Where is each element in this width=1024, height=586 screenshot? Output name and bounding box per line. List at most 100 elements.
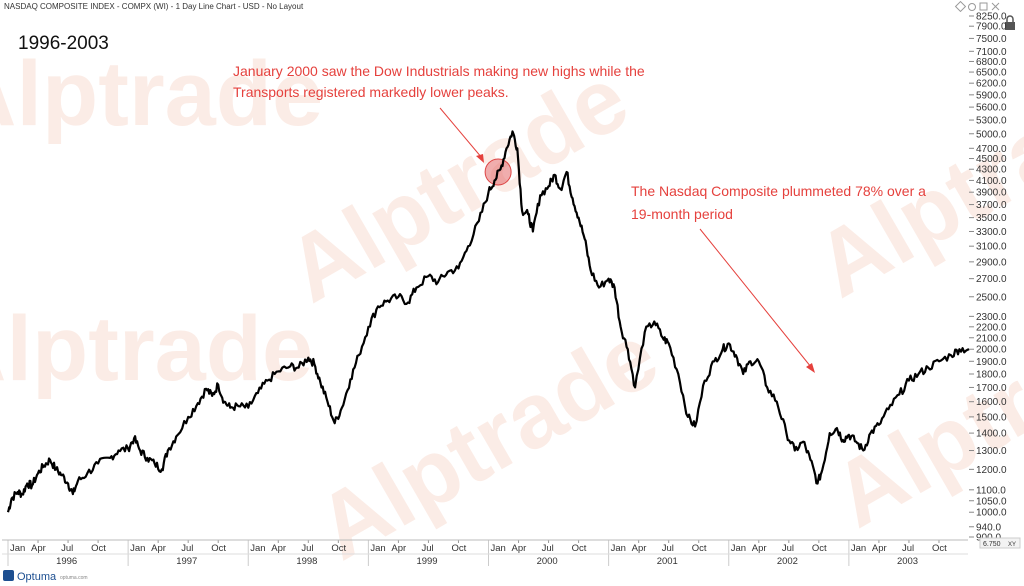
optuma-logo-text: Optuma <box>17 571 57 583</box>
header-tools[interactable] <box>954 0 1015 30</box>
y-tick-label: 5300.0 <box>976 116 1007 127</box>
x-month-label: Jan <box>851 543 866 554</box>
y-tick-label: 7500.0 <box>976 34 1007 45</box>
y-tick-label: 1600.0 <box>976 397 1007 408</box>
corner-unit: XY <box>1008 542 1016 548</box>
annotation-text-line: 19-month period <box>631 206 733 222</box>
optuma-logo: Optuma optuma.com <box>3 570 88 583</box>
annotation-dow-divergence: January 2000 saw the Dow Industrials mak… <box>233 63 645 163</box>
annotation-text-line: Transports registered markedly lower pea… <box>233 84 509 100</box>
y-tick-label: 2200.0 <box>976 322 1007 333</box>
watermark-text: Alptrade <box>0 43 323 145</box>
x-month-label: Jan <box>731 543 746 554</box>
x-year-label: 1999 <box>416 556 437 567</box>
y-tick-label: 1700.0 <box>976 383 1007 394</box>
close-icon[interactable] <box>991 2 1000 11</box>
x-month-label: Apr <box>31 543 46 554</box>
x-month-label: Jul <box>662 543 674 554</box>
x-month-label: Oct <box>331 543 346 554</box>
annotation-arrowhead <box>806 363 815 373</box>
x-month-label: Apr <box>391 543 406 554</box>
x-month-label: Jul <box>421 543 433 554</box>
y-tick-label: 2300.0 <box>976 312 1007 323</box>
y-tick-label: 1400.0 <box>976 429 1007 440</box>
y-tick-label: 3500.0 <box>976 213 1007 224</box>
x-month-label: Oct <box>692 543 707 554</box>
x-month-label: Jan <box>130 543 145 554</box>
x-month-label: Oct <box>211 543 226 554</box>
y-tick-label: 6500.0 <box>976 68 1007 79</box>
y-tick-label: 2700.0 <box>976 274 1007 285</box>
x-month-label: Apr <box>752 543 767 554</box>
x-month-label: Jul <box>181 543 193 554</box>
series-line-nasdaq <box>6 130 970 513</box>
y-tick-label: 1800.0 <box>976 370 1007 381</box>
x-month-label: Jan <box>10 543 25 554</box>
x-year-label: 1996 <box>56 556 77 567</box>
x-month-label: Oct <box>91 543 106 554</box>
corner-value-box <box>979 537 1021 549</box>
x-month-label: Apr <box>872 543 887 554</box>
x-month-label: Oct <box>932 543 947 554</box>
x-axis: Jan Apr Jul Oct Jan Apr Jul Oct Jan Apr Jul Oct Jan A… <box>7 540 947 567</box>
x-year-label: 2002 <box>777 556 798 567</box>
annotation-text-line: January 2000 saw the Dow Industrials mak… <box>233 63 645 79</box>
y-tick-label: 1900.0 <box>976 357 1007 368</box>
x-month-label: Apr <box>271 543 286 554</box>
annotation-text-line: The Nasdaq Composite plummeted 78% over … <box>631 183 926 199</box>
y-tick-label: 3300.0 <box>976 227 1007 238</box>
y-tick-label: 1500.0 <box>976 412 1007 423</box>
x-month-label: Jan <box>250 543 265 554</box>
x-month-label: Apr <box>632 543 647 554</box>
y-tick-label: 2900.0 <box>976 257 1007 268</box>
y-tick-label: 1100.0 <box>976 485 1006 496</box>
y-tick-label: 6200.0 <box>976 79 1007 90</box>
y-tick-label: 3100.0 <box>976 242 1007 253</box>
annotation-arrow-line <box>439 107 483 159</box>
x-month-label: Jan <box>491 543 506 554</box>
y-tick-label: 940.0 <box>976 522 1001 533</box>
annotation-nasdaq-plunge: The Nasdaq Composite plummeted 78% over … <box>631 183 926 373</box>
chart-header-title: NASDAQ COMPOSITE INDEX - COMPX (WI) - 1 … <box>4 2 304 11</box>
x-month-label: Jul <box>782 543 794 554</box>
lock-icon[interactable] <box>1005 15 1015 30</box>
y-tick-label: 7100.0 <box>976 47 1007 58</box>
y-tick-label: 2100.0 <box>976 333 1007 344</box>
x-month-label: Oct <box>451 543 466 554</box>
period-label: 1996-2003 <box>18 33 109 54</box>
x-year-label: 2001 <box>657 556 678 567</box>
y-tick-label: 4300.0 <box>976 165 1007 176</box>
y-tick-label: 6800.0 <box>976 57 1007 68</box>
x-month-label: Apr <box>151 543 166 554</box>
x-year-label: 1998 <box>296 556 317 567</box>
y-tick-label: 2000.0 <box>976 345 1007 356</box>
circle-icon[interactable] <box>968 3 976 11</box>
y-tick-label: 1200.0 <box>976 465 1007 476</box>
x-month-label: Oct <box>572 543 587 554</box>
diamond-icon[interactable] <box>954 0 967 13</box>
x-month-label: Jul <box>301 543 313 554</box>
y-tick-label: 5000.0 <box>976 129 1007 140</box>
y-tick-label: 2500.0 <box>976 292 1007 303</box>
y-tick-label: 4500.0 <box>976 154 1007 165</box>
y-tick-label: 1000.0 <box>976 508 1007 519</box>
x-month-label: Jul <box>542 543 554 554</box>
x-month-label: Oct <box>812 543 827 554</box>
x-month-label: Apr <box>512 543 527 554</box>
y-tick-label: 4100.0 <box>976 176 1007 187</box>
x-month-label: Jan <box>370 543 385 554</box>
y-tick-label: 4700.0 <box>976 144 1007 155</box>
x-month-label: Jan <box>611 543 626 554</box>
watermark-text: Alptrade <box>300 304 674 579</box>
y-tick-label: 7900.0 <box>976 22 1007 33</box>
annotation-arrow-line <box>699 228 812 368</box>
annotation-arrowhead <box>476 154 484 163</box>
watermark-text: Alptrade <box>0 298 313 400</box>
x-month-label: Jul <box>902 543 914 554</box>
y-tick-label: 1050.0 <box>976 496 1007 507</box>
corner-value: 6.750 <box>983 541 1001 548</box>
optuma-logo-sub: optuma.com <box>60 575 88 581</box>
square-icon[interactable] <box>979 2 988 11</box>
watermark-layer: Alptrade Alptrade Alptrade Alptrade Alpt… <box>0 42 1024 579</box>
